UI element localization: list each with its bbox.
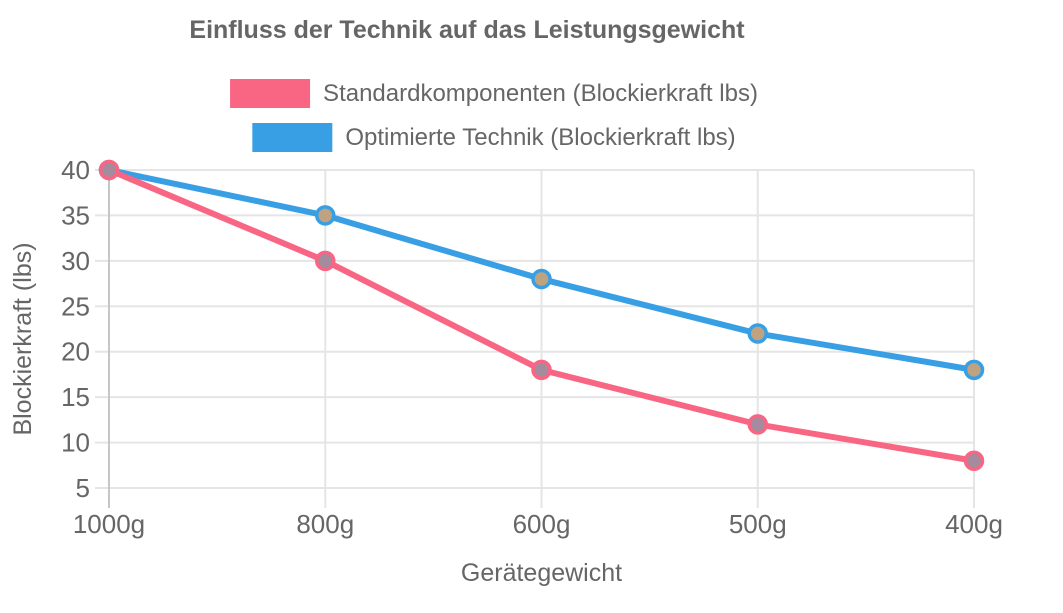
gridlines (95, 169, 975, 508)
y-tick-label: 20 (61, 337, 90, 367)
y-axis-title: Blockierkraft (lbs) (9, 242, 37, 435)
data-point (963, 359, 985, 381)
x-tick-label: 600g (513, 509, 571, 539)
legend-item-standardkomponenten[interactable]: Standardkomponenten (Blockierkraft lbs) (230, 79, 758, 108)
y-tick-label: 40 (61, 155, 90, 185)
data-point (747, 414, 768, 435)
data-point (315, 205, 336, 226)
data-point (98, 159, 120, 181)
data-point (531, 268, 552, 290)
y-tick-label: 35 (61, 200, 90, 230)
x-tick-labels: 1000g 800g 600g 500g 400g (73, 509, 1003, 539)
data-point (531, 359, 552, 381)
data-point (963, 450, 985, 471)
x-tick-label: 800g (296, 509, 354, 539)
legend-item-optimierte-technik[interactable]: Optimierte Technik (Blockierkraft lbs) (252, 123, 736, 152)
legend-swatch-optimierte-technik (252, 123, 333, 152)
legend-label-standardkomponenten: Standardkomponenten (Blockierkraft lbs) (323, 79, 758, 107)
x-tick-label: 500g (729, 509, 787, 539)
y-tick-labels: 5 10 15 20 25 30 35 40 (61, 155, 90, 503)
data-point (315, 250, 336, 272)
y-tick-label: 15 (61, 382, 90, 412)
x-tick-label: 400g (945, 509, 1003, 539)
series-standardkomponenten (98, 159, 985, 471)
data-point (747, 323, 768, 344)
legend-label-optimierte-technik: Optimierte Technik (Blockierkraft lbs) (345, 123, 736, 151)
x-axis-title: Gerätegewicht (461, 559, 622, 587)
y-tick-label: 30 (61, 246, 90, 276)
chart-title: Einfluss der Technik auf das Leistungsge… (189, 16, 745, 44)
x-tick-label: 1000g (73, 509, 145, 539)
y-tick-label: 25 (61, 291, 90, 321)
legend-swatch-standardkomponenten (230, 79, 311, 108)
y-tick-label: 5 (76, 473, 90, 503)
y-tick-label: 10 (61, 428, 90, 458)
